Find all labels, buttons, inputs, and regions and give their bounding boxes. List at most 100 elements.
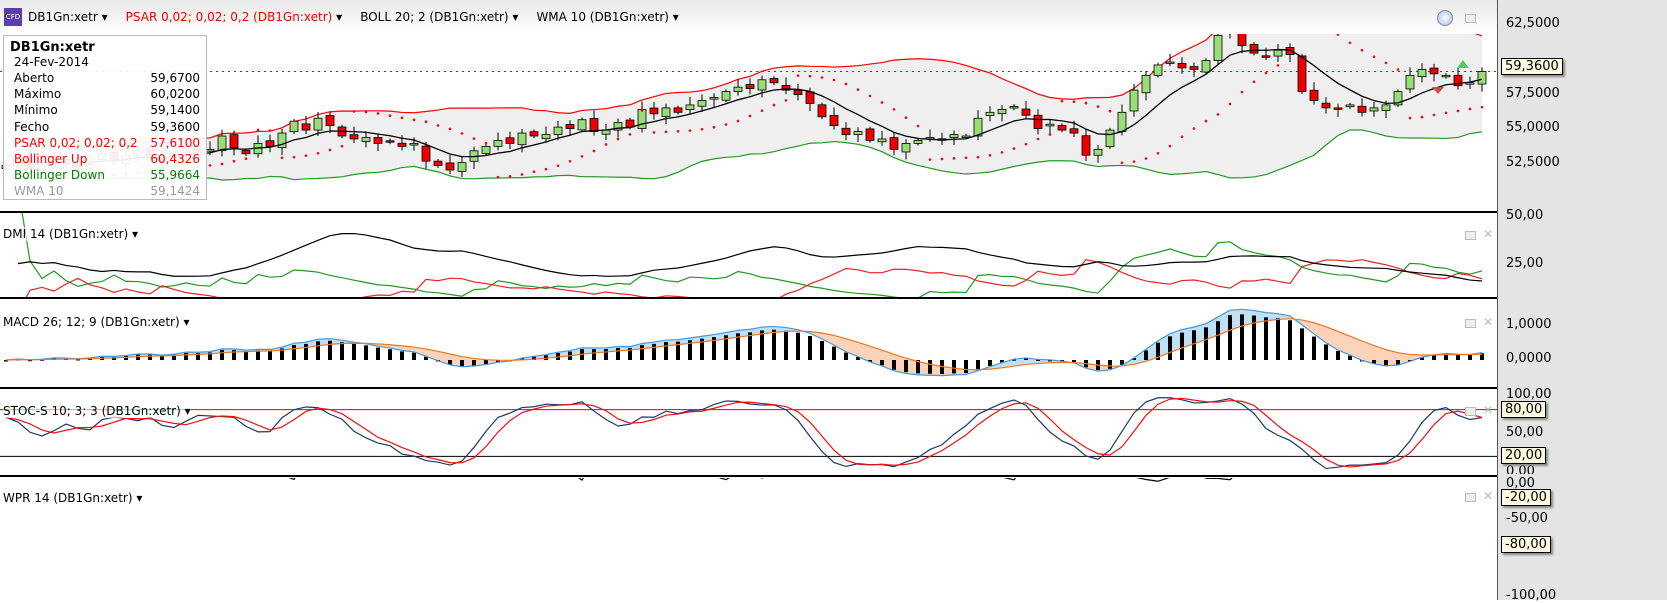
pie-chart-icon[interactable] xyxy=(1437,10,1453,26)
macd-histogram-bar xyxy=(340,342,344,360)
macd-histogram-bar xyxy=(1228,315,1232,360)
macd-title[interactable]: MACD 26; 12; 9 (DB1Gn:xetr) ▾ xyxy=(3,315,190,329)
psar-dot xyxy=(1157,152,1160,155)
signal-line xyxy=(6,319,1482,370)
candle xyxy=(1094,149,1102,155)
wpr-restore-icon[interactable] xyxy=(1465,493,1476,502)
psar-dot xyxy=(593,150,596,153)
psar-dot xyxy=(713,126,716,129)
candle xyxy=(674,108,682,112)
macd-histogram-bar xyxy=(832,347,836,360)
candle xyxy=(1202,61,1210,73)
macd-histogram-bar xyxy=(460,360,464,366)
panel-cd xyxy=(18,188,1482,313)
psar-dot xyxy=(1145,157,1148,160)
candle xyxy=(1190,67,1198,70)
candle xyxy=(1106,130,1114,147)
candle xyxy=(374,137,382,143)
macd-histogram-bar xyxy=(1108,360,1112,369)
dmi-title[interactable]: DMI 14 (DB1Gn:xetr) ▾ xyxy=(3,227,138,241)
psar-dot xyxy=(917,125,920,128)
macd-histogram-bar xyxy=(808,336,812,360)
psar-dot xyxy=(257,129,260,132)
candle xyxy=(710,98,718,100)
macd-histogram-bar xyxy=(604,349,608,360)
candle xyxy=(482,146,490,153)
psar-dot xyxy=(737,120,740,123)
macd-histogram-bar xyxy=(664,342,668,360)
macd-histogram-bar xyxy=(1384,360,1388,365)
candle xyxy=(830,115,838,125)
macd-histogram-bar xyxy=(796,333,800,360)
psar-dot xyxy=(497,176,500,179)
current-price-label: 59,3600 xyxy=(1501,58,1563,75)
candle xyxy=(770,78,778,82)
macd-histogram-bar xyxy=(256,350,260,360)
wpr-title[interactable]: WPR 14 (DB1Gn:xetr) ▾ xyxy=(3,491,142,505)
psar-dot xyxy=(461,132,464,135)
chart-canvas[interactable] xyxy=(0,0,1497,600)
boll-menu[interactable]: BOLL 20; 2 (DB1Gn:xetr) ▾ xyxy=(360,10,518,24)
dmi-restore-icon[interactable] xyxy=(1465,231,1476,240)
psar-dot xyxy=(1049,133,1052,136)
stoc-title[interactable]: STOC-S 10; 3; 3 (DB1Gn:xetr) ▾ xyxy=(3,404,191,418)
psar-dot xyxy=(665,131,668,134)
symbol-menu[interactable]: DB1Gn:xetr ▾ xyxy=(28,10,108,24)
psar-dot xyxy=(1277,64,1280,67)
restore-icon[interactable] xyxy=(1465,14,1476,23)
dmi-label: DMI 14 (DB1Gn:xetr) xyxy=(3,227,128,241)
macd-histogram-bar xyxy=(352,344,356,360)
wma-menu[interactable]: WMA 10 (DB1Gn:xetr) ▾ xyxy=(536,10,678,24)
macd-histogram-bar xyxy=(1324,344,1328,360)
wpr-80-label: -80,00 xyxy=(1501,536,1551,553)
macd-close-icon[interactable]: ✕ xyxy=(1483,315,1493,329)
tooltip-row-label: WMA 10 xyxy=(14,184,64,200)
y-tick: 52,5000 xyxy=(1506,155,1560,170)
psar-dot xyxy=(605,143,608,146)
macd-restore-icon[interactable] xyxy=(1465,319,1476,328)
candle xyxy=(362,137,370,141)
psar-dot xyxy=(893,108,896,111)
psar-dot xyxy=(209,164,212,167)
psar-dot xyxy=(425,120,428,123)
macd-histogram-bar xyxy=(472,360,476,365)
wpr-close-icon[interactable]: ✕ xyxy=(1483,489,1493,503)
macd-histogram-bar xyxy=(1276,318,1280,360)
candle xyxy=(398,143,406,146)
psar-dot xyxy=(245,157,248,160)
psar-dot xyxy=(1445,112,1448,115)
tooltip-row-label: Bollinger Up xyxy=(14,152,87,168)
tooltip-symbol: DB1Gn:xetr xyxy=(10,40,200,55)
macd-histogram-bar xyxy=(1396,360,1400,365)
wma-label: WMA 10 (DB1Gn:xetr) xyxy=(536,10,669,24)
macd-label: MACD 26; 12; 9 (DB1Gn:xetr) xyxy=(3,315,180,329)
stoc-close-icon[interactable]: ✕ xyxy=(1483,403,1493,417)
tooltip-row-value: 59,3600 xyxy=(150,120,200,136)
candle xyxy=(758,80,766,90)
psar-dot xyxy=(449,128,452,131)
psar-dot xyxy=(929,158,932,161)
candle xyxy=(1406,75,1414,89)
candle xyxy=(902,143,910,152)
stoc-restore-icon[interactable] xyxy=(1465,407,1476,416)
candle xyxy=(746,84,754,88)
psar-dot xyxy=(1349,41,1352,44)
candle xyxy=(914,140,922,143)
dmi-close-icon[interactable]: ✕ xyxy=(1483,227,1493,241)
psar-dot xyxy=(881,101,884,104)
candle xyxy=(290,121,298,132)
candle xyxy=(1322,103,1330,108)
psar-dot xyxy=(773,104,776,107)
psar-menu[interactable]: PSAR 0,02; 0,02; 0,2 (DB1Gn:xetr) ▾ xyxy=(126,10,343,24)
macd-histogram-bar xyxy=(1312,337,1316,360)
macd-histogram-bar xyxy=(760,330,764,360)
candle xyxy=(1034,115,1042,128)
candle xyxy=(1082,136,1090,156)
macd-histogram-bar xyxy=(1168,336,1172,360)
psar-dot xyxy=(797,74,800,77)
candle xyxy=(1154,65,1162,75)
psar-dot xyxy=(1169,145,1172,148)
